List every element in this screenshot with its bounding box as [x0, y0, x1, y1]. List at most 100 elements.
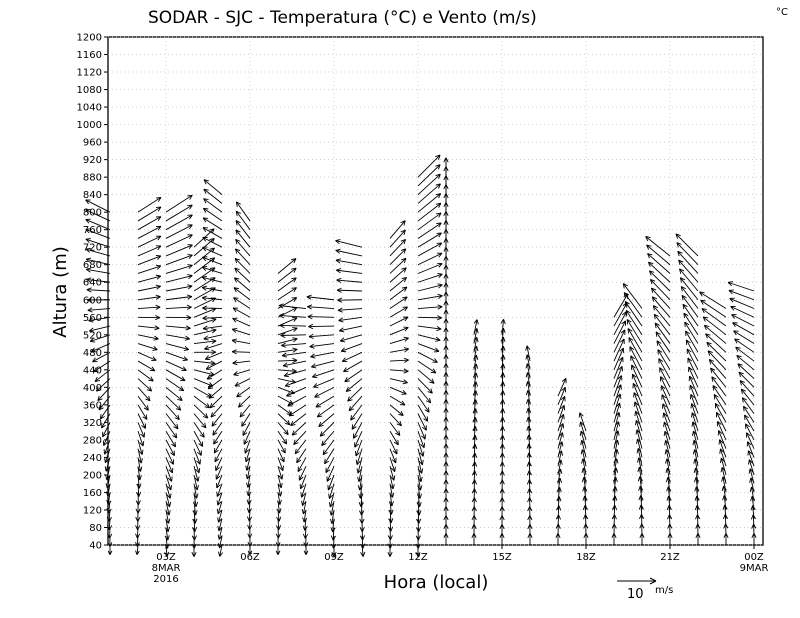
- wind-vector-head: [248, 508, 252, 513]
- wind-vector-head: [750, 514, 754, 520]
- corner-unit-label: °C: [776, 7, 788, 18]
- wind-vector: [137, 245, 162, 257]
- wind-vector-head: [235, 248, 241, 252]
- wind-vector: [389, 448, 397, 464]
- wind-vector: [356, 457, 363, 474]
- wind-vector-head: [157, 216, 162, 222]
- wind-vector-head: [215, 467, 220, 471]
- wind-vector-head: [639, 514, 642, 520]
- wind-vector-head: [277, 483, 282, 489]
- wind-vector: [389, 422, 401, 436]
- wind-vector-head: [635, 429, 638, 435]
- wind-vector-head: [389, 484, 394, 490]
- wind-vector-head: [202, 295, 208, 299]
- wind-vector: [234, 378, 251, 387]
- wind-vector-head: [291, 277, 297, 280]
- wind-vector: [663, 421, 671, 441]
- wind-vector-head: [328, 493, 330, 499]
- wind-vector-head: [435, 183, 441, 186]
- wind-vector-head: [615, 486, 618, 492]
- wind-vector-head: [306, 296, 312, 300]
- wind-vector: [288, 404, 307, 417]
- wind-vector-head: [307, 316, 313, 320]
- wind-vector-shaft: [86, 289, 111, 292]
- wind-vector: [417, 413, 427, 431]
- wind-vector-head: [324, 460, 330, 465]
- wind-vector-shaft: [203, 325, 223, 330]
- wind-vector-head: [203, 198, 207, 204]
- wind-vector-shaft: [238, 395, 251, 408]
- wind-vector-shaft: [293, 430, 307, 445]
- wind-vector-shaft: [217, 492, 223, 506]
- wind-vector-head: [289, 414, 295, 417]
- wind-vector: [417, 334, 441, 342]
- wind-vector-head: [647, 253, 653, 256]
- wind-vector: [389, 378, 408, 385]
- wind-vector: [737, 363, 755, 379]
- wind-vector-shaft: [105, 457, 111, 472]
- wind-vector: [234, 248, 251, 266]
- wind-vector-head: [623, 292, 626, 298]
- wind-vector-head: [205, 413, 209, 419]
- wind-vector: [246, 483, 252, 497]
- wind-vector: [233, 277, 251, 292]
- wind-vector: [417, 173, 441, 195]
- wind-vector-shaft: [417, 325, 442, 330]
- wind-vector-head: [233, 277, 237, 283]
- wind-vector: [165, 448, 174, 465]
- wind-vector-head: [438, 174, 441, 180]
- wind-vector-shaft: [613, 357, 624, 379]
- wind-vector: [278, 303, 307, 309]
- wind-vector-head: [103, 441, 108, 446]
- wind-vector-head: [242, 432, 248, 436]
- wind-vector-head: [421, 459, 424, 465]
- wind-vector-head: [202, 256, 207, 262]
- wind-vector-shaft: [389, 413, 402, 427]
- wind-vector: [729, 297, 755, 309]
- wind-vector-head: [580, 440, 583, 446]
- wind-vector: [316, 404, 335, 418]
- wind-vector-shaft: [165, 430, 176, 448]
- wind-vector-shaft: [304, 518, 307, 531]
- wind-vector-shaft: [202, 316, 223, 319]
- wind-vector: [417, 457, 424, 474]
- wind-vector-shaft: [737, 363, 755, 379]
- wind-vector-shaft: [634, 401, 643, 423]
- wind-vector-head: [202, 325, 208, 330]
- wind-vector-shaft: [579, 412, 587, 432]
- wind-vector-head: [169, 501, 172, 507]
- wind-vector: [557, 405, 566, 423]
- y-tick-label: 120: [83, 505, 102, 516]
- wind-vector-shaft: [203, 334, 223, 340]
- wind-vector-head: [235, 229, 241, 233]
- wind-vector-head: [319, 431, 323, 437]
- wind-vector: [557, 395, 566, 414]
- wind-vector: [276, 509, 282, 522]
- wind-vector-head: [720, 467, 723, 473]
- wind-vector-head: [729, 298, 734, 303]
- wind-vector-shaft: [165, 474, 172, 491]
- wind-vector-head: [401, 257, 407, 261]
- wind-vector-head: [233, 374, 239, 376]
- wind-vector-shaft: [417, 334, 441, 341]
- wind-vector-shaft: [137, 245, 162, 257]
- wind-vector-head: [415, 527, 420, 533]
- wind-vector-head: [247, 524, 250, 530]
- wind-vector-head: [427, 407, 430, 413]
- wind-vector-shaft: [733, 330, 755, 344]
- wind-vector-head: [89, 327, 94, 332]
- wind-vector: [748, 459, 755, 476]
- wind-vector-head: [343, 367, 347, 372]
- wind-vector-head: [661, 394, 667, 399]
- wind-vector-head: [216, 500, 219, 506]
- wind-vector-shaft: [338, 316, 363, 321]
- wind-vector-shaft: [649, 270, 671, 292]
- wind-vector: [312, 369, 335, 379]
- wind-vector: [710, 367, 727, 388]
- wind-vector-head: [716, 411, 721, 416]
- wind-vector-head: [138, 491, 142, 497]
- wind-vector: [211, 413, 223, 427]
- wind-vector: [685, 339, 699, 362]
- wind-vector-shaft: [359, 474, 363, 491]
- wind-vector-head: [244, 456, 247, 462]
